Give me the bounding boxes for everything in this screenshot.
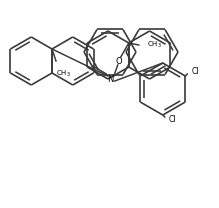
Text: CH$_3$: CH$_3$	[147, 40, 162, 50]
Text: N: N	[108, 74, 114, 83]
Text: Cl: Cl	[191, 68, 199, 77]
Text: Cl: Cl	[169, 114, 176, 124]
Text: CH$_3$: CH$_3$	[56, 69, 71, 79]
Text: O: O	[115, 57, 122, 66]
